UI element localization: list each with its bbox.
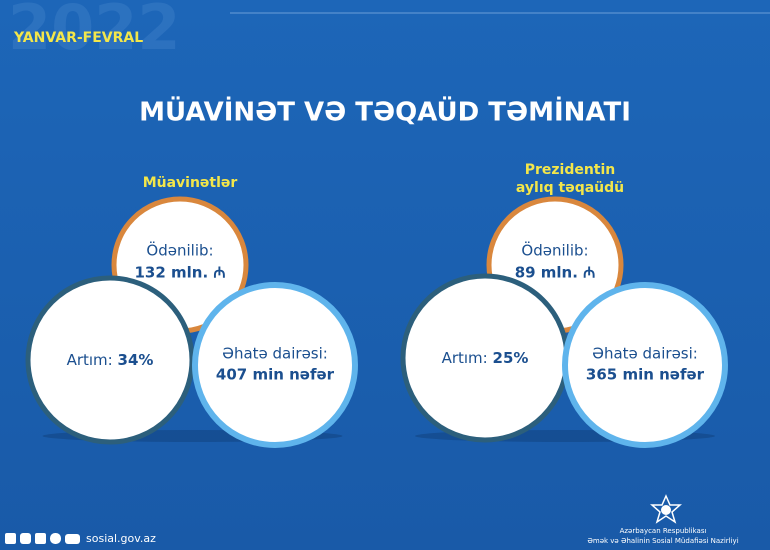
paid-label: Ödənilib: (521, 241, 588, 260)
section-title: aylıq təqaüdü (516, 180, 624, 196)
emblem (650, 494, 682, 524)
growth-text: Artım: 25% (442, 349, 529, 367)
facebook-icon[interactable] (5, 533, 16, 544)
growth-label: Artım: (442, 349, 488, 367)
year-watermark: 2022 (8, 0, 181, 64)
growth-text: Artım: 34% (67, 351, 154, 369)
growth-circle (25, 275, 195, 445)
main-title: MÜAVİNƏT VƏ TƏQAÜD TƏMİNATI (139, 95, 631, 128)
coverage-value: 365 min nəfər (586, 366, 705, 384)
section-title: Müavinətlər (143, 175, 238, 191)
growth-value: 25% (493, 349, 529, 367)
org-line-2: Əmək və Əhalinin Sosial Müdafiəsi Nazirl… (587, 537, 738, 545)
social-icons (5, 533, 80, 544)
paid-label: Ödənilib: (146, 241, 213, 260)
youtube-icon[interactable] (65, 534, 80, 544)
coverage-label: Əhatə dairəsi: (592, 345, 698, 363)
coverage-label: Əhatə dairəsi: (222, 345, 328, 363)
twitter-icon[interactable] (50, 533, 61, 544)
growth-label: Artım: (67, 351, 113, 369)
section-title: Prezidentin (525, 162, 616, 178)
growth-value: 34% (118, 351, 154, 369)
paid-value: 89 mln. ₼ (515, 264, 596, 282)
coverage-circle (192, 282, 358, 448)
telegram-icon[interactable] (35, 533, 46, 544)
coverage-circle (562, 282, 728, 448)
instagram-icon[interactable] (20, 533, 31, 544)
coverage-value: 407 min nəfər (216, 366, 335, 384)
period: YANVAR-FEVRAL (13, 30, 143, 46)
section: Prezidentin aylıq təqaüdü Ödənilib: 89 mln.… (400, 162, 728, 448)
website[interactable]: sosial.gov.az (86, 532, 156, 545)
org-line-1: Azərbaycan Respublikası (620, 527, 707, 535)
sections: Müavinətlər Ödənilib: 132 mln. ₼ Artım: 34%… (25, 162, 728, 448)
paid-value: 132 mln. ₼ (134, 264, 225, 282)
section: Müavinətlər Ödənilib: 132 mln. ₼ Artım: 34%… (25, 175, 358, 448)
